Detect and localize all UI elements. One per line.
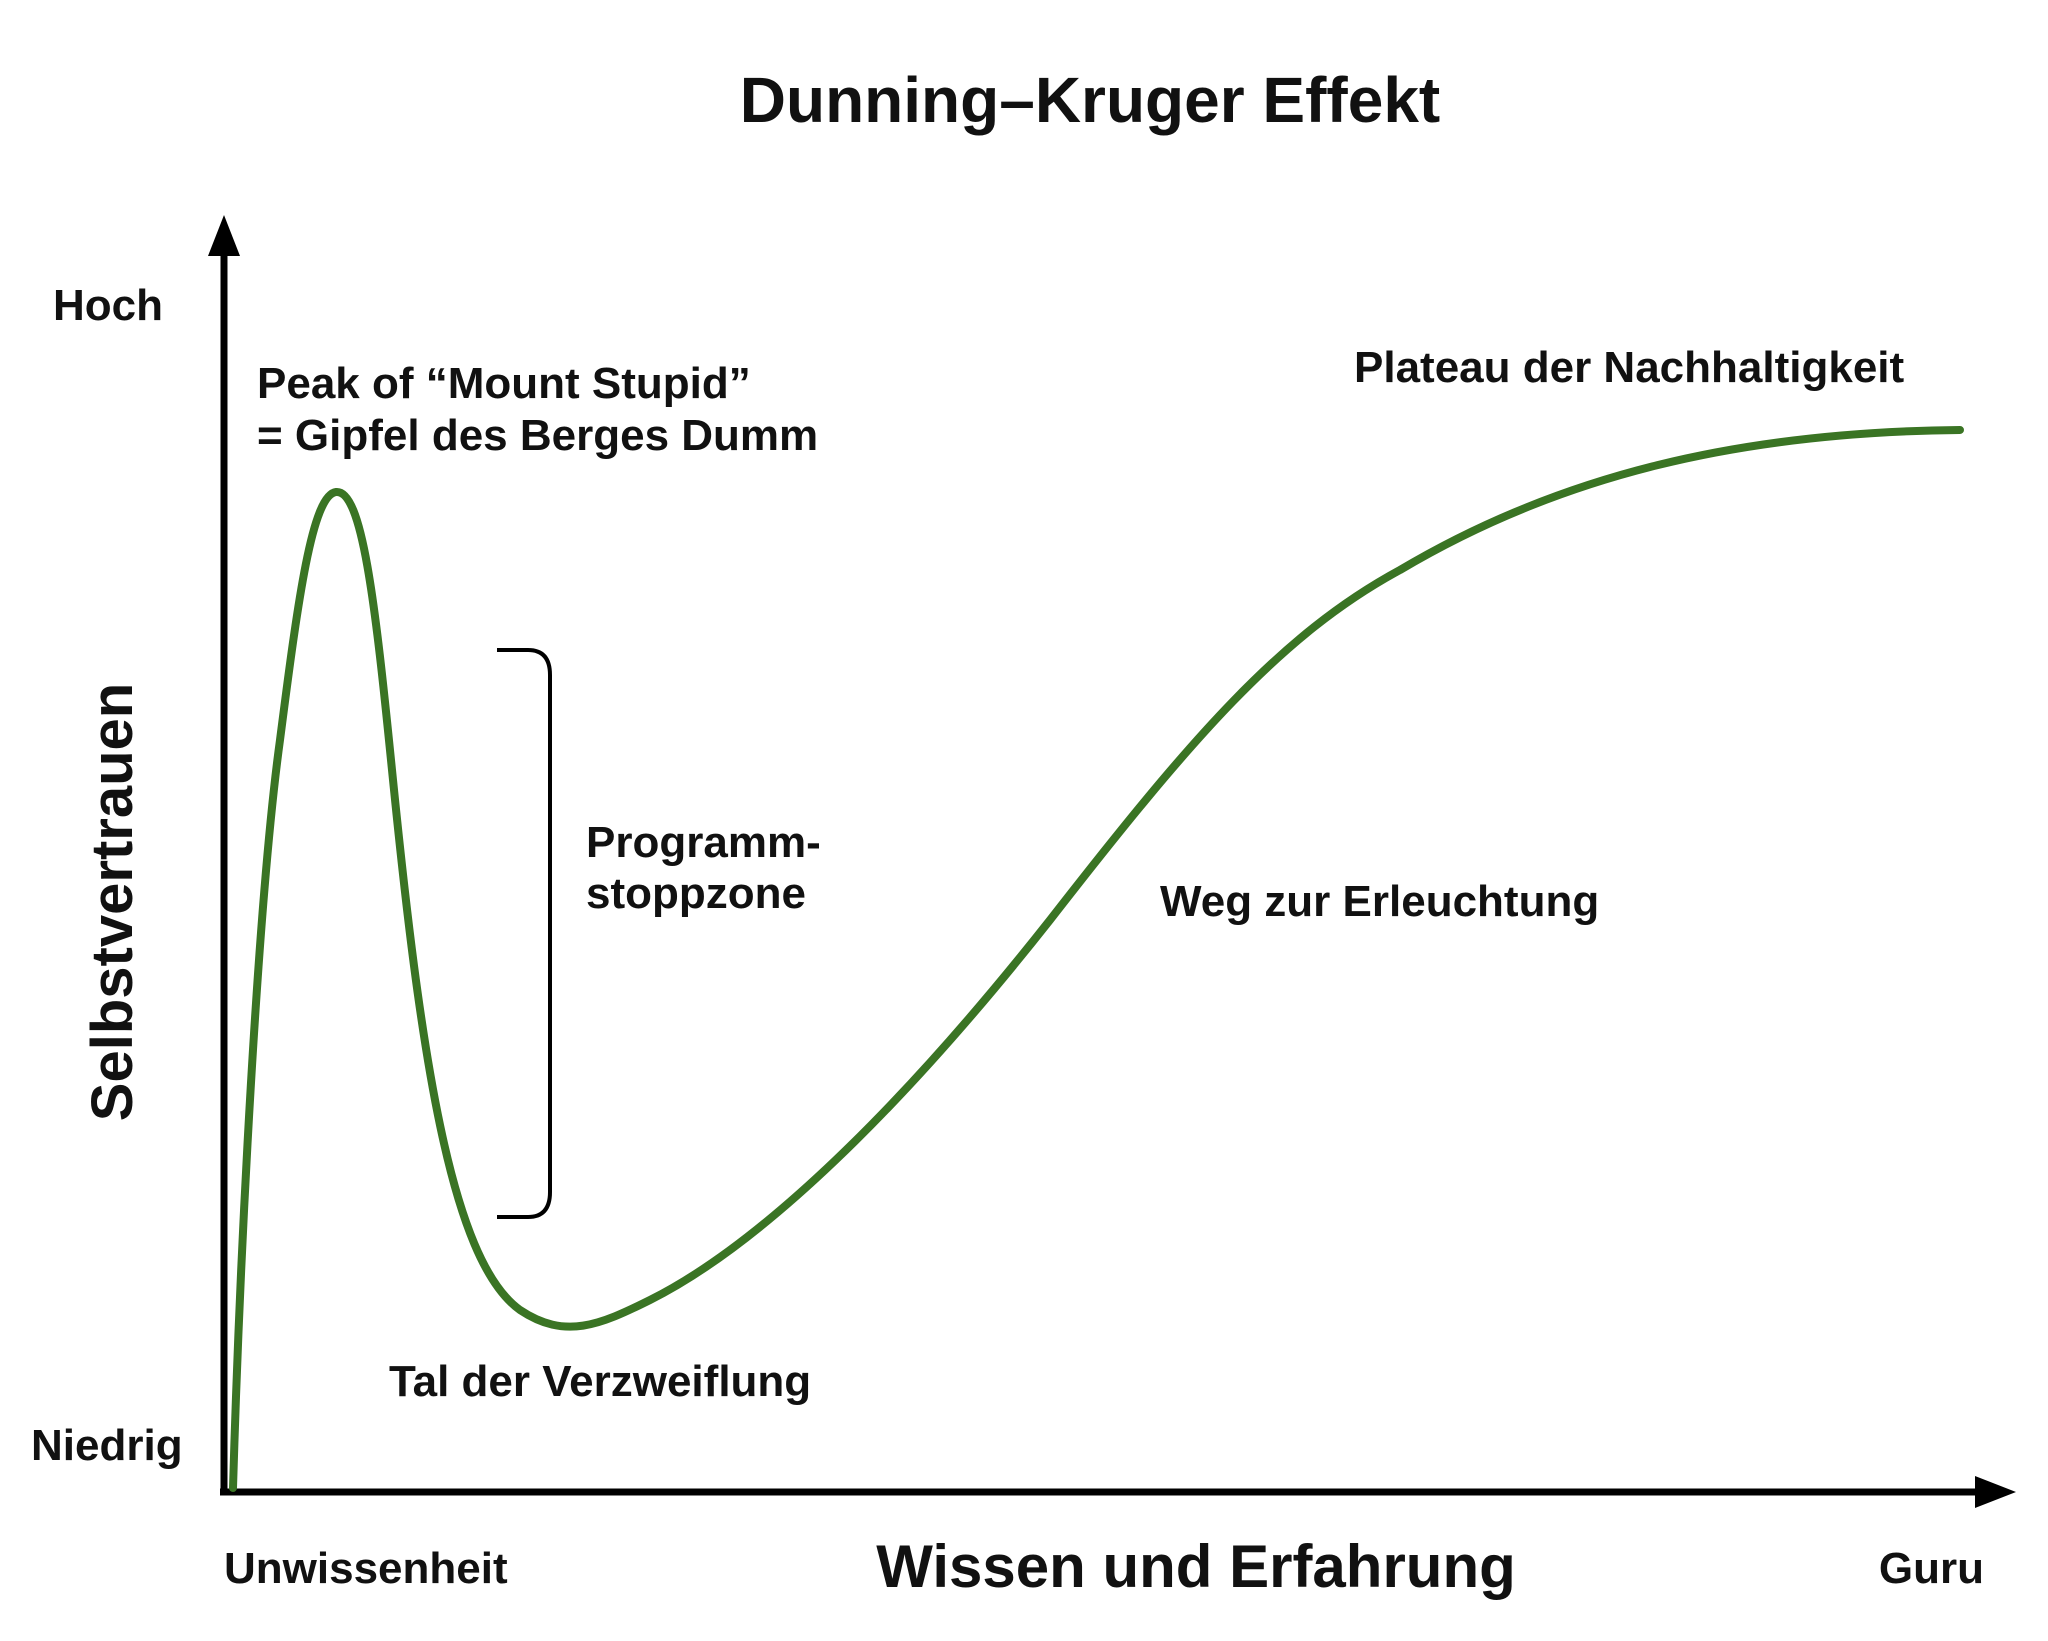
x-axis-arrow-icon <box>1975 1476 2016 1508</box>
y-axis-arrow-icon <box>208 215 240 256</box>
peak-label-line-1: Peak of “Mount Stupid” <box>257 359 751 408</box>
plateau-label: Plateau der Nachhaltigkeit <box>1354 343 1905 392</box>
diagram-title: Dunning–Kruger Effekt <box>740 64 1440 136</box>
stop-zone-label-line-2: stoppzone <box>586 869 806 918</box>
y-low-label: Niedrig <box>31 1421 183 1470</box>
peak-label-line-2: = Gipfel des Berges Dumm <box>257 411 818 460</box>
confidence-curve <box>229 426 1964 1492</box>
x-end-label: Guru <box>1879 1544 1984 1593</box>
y-axis-label: Selbstvertrauen <box>80 683 145 1121</box>
x-start-label: Unwissenheit <box>224 1544 508 1593</box>
valley-label: Tal der Verzweiflung <box>389 1357 811 1406</box>
y-high-label: Hoch <box>53 281 163 330</box>
stop-zone-label-line-1: Programm- <box>586 818 821 867</box>
stop-zone-bracket <box>497 648 552 1219</box>
axes <box>208 215 2016 1508</box>
x-axis-label: Wissen und Erfahrung <box>876 1533 1516 1600</box>
slope-label: Weg zur Erleuchtung <box>1160 877 1599 926</box>
